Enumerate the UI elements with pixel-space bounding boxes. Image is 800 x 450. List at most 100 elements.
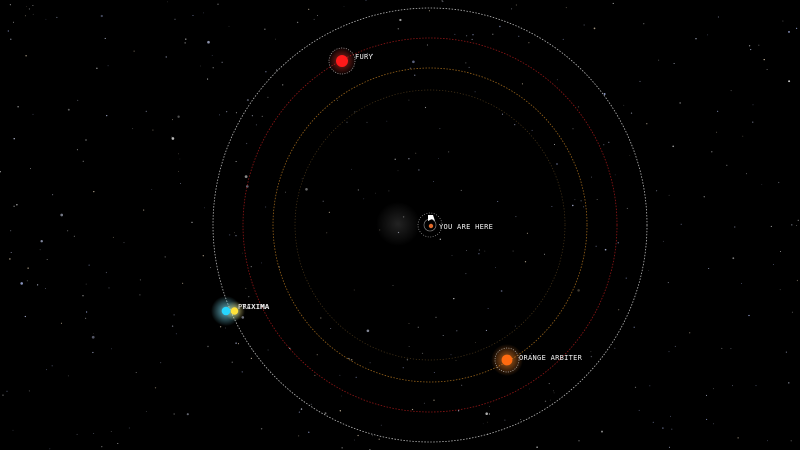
background-star: [572, 128, 574, 130]
background-star: [426, 44, 428, 46]
star-fury[interactable]: FURY: [328, 47, 374, 75]
background-star: [552, 390, 554, 392]
home-star-dot: [428, 223, 434, 229]
background-star: [322, 200, 324, 202]
background-star: [531, 129, 533, 131]
background-star: [354, 111, 356, 113]
background-star: [652, 421, 654, 423]
background-star: [175, 333, 177, 335]
background-star: [460, 189, 462, 191]
background-star: [123, 242, 125, 244]
background-star: [308, 8, 310, 10]
background-star: [92, 351, 94, 354]
background-star: [182, 282, 184, 284]
background-star: [133, 50, 135, 52]
background-star: [218, 114, 221, 116]
background-star: [110, 430, 112, 433]
background-star: [785, 351, 787, 353]
background-star: [488, 413, 490, 415]
background-star: [453, 297, 455, 300]
background-star: [511, 8, 513, 10]
background-star: [711, 151, 713, 153]
background-star: [574, 199, 576, 201]
background-star: [472, 34, 474, 36]
background-star: [177, 115, 180, 118]
background-star: [752, 104, 754, 106]
background-star: [30, 168, 31, 170]
background-star: [202, 255, 204, 257]
background-star: [101, 446, 103, 448]
background-star: [796, 279, 798, 282]
star-orange-arbiter[interactable]: ORANGE ARBITER: [491, 344, 583, 376]
background-star: [595, 245, 597, 247]
background-star: [668, 194, 670, 196]
background-star: [465, 35, 468, 37]
background-star: [485, 412, 488, 415]
background-star: [492, 33, 494, 35]
background-star: [252, 349, 253, 351]
background-star: [603, 144, 605, 146]
background-star: [32, 13, 34, 15]
background-star: [171, 136, 173, 138]
background-star: [326, 232, 328, 234]
background-star: [590, 355, 593, 358]
background-star: [748, 314, 750, 317]
background-star: [250, 357, 253, 360]
background-star: [275, 38, 276, 40]
background-star: [51, 365, 53, 367]
background-star: [310, 403, 312, 406]
orange-arbiter-ring: [494, 347, 520, 373]
background-star: [67, 108, 70, 111]
background-star: [648, 270, 649, 271]
background-star: [221, 61, 223, 63]
background-star: [128, 427, 130, 429]
background-star: [450, 354, 452, 356]
background-star: [2, 394, 4, 396]
background-star: [24, 315, 26, 318]
background-star: [550, 399, 551, 401]
background-star: [399, 18, 402, 22]
background-star: [245, 287, 247, 289]
background-star: [433, 372, 435, 374]
background-star: [716, 110, 719, 113]
background-star: [730, 348, 732, 350]
background-star: [237, 343, 240, 345]
background-star: [212, 67, 214, 69]
background-star: [608, 141, 610, 143]
background-star: [73, 235, 75, 237]
background-star: [795, 27, 798, 30]
background-star: [191, 221, 193, 223]
background-star: [107, 65, 109, 67]
background-star: [439, 238, 441, 240]
background-star: [455, 360, 457, 361]
background-star: [112, 236, 114, 238]
background-star: [596, 199, 598, 200]
background-star: [228, 25, 230, 27]
inner-orbit: [294, 89, 566, 361]
background-star: [296, 21, 299, 24]
background-star: [779, 289, 781, 291]
background-star: [680, 223, 682, 225]
background-star: [388, 190, 390, 192]
background-star: [261, 262, 262, 264]
background-star: [165, 56, 167, 58]
background-star: [623, 104, 625, 106]
background-star: [679, 102, 681, 104]
background-star: [241, 371, 243, 373]
background-star: [13, 205, 15, 207]
background-star: [250, 266, 252, 268]
background-star: [46, 258, 48, 261]
background-star: [402, 367, 404, 369]
background-star: [348, 357, 350, 360]
background-star: [499, 25, 501, 28]
background-star: [276, 69, 278, 71]
background-star: [658, 59, 660, 61]
fury-ring: [328, 47, 356, 75]
star-prixima[interactable]: PRIXIMA TAXIMA: [211, 296, 270, 326]
background-star: [528, 42, 530, 44]
you-are-here-marker[interactable]: YOU ARE HERE: [376, 202, 493, 246]
background-star: [649, 385, 651, 387]
background-star: [82, 160, 84, 162]
background-star: [267, 349, 269, 351]
